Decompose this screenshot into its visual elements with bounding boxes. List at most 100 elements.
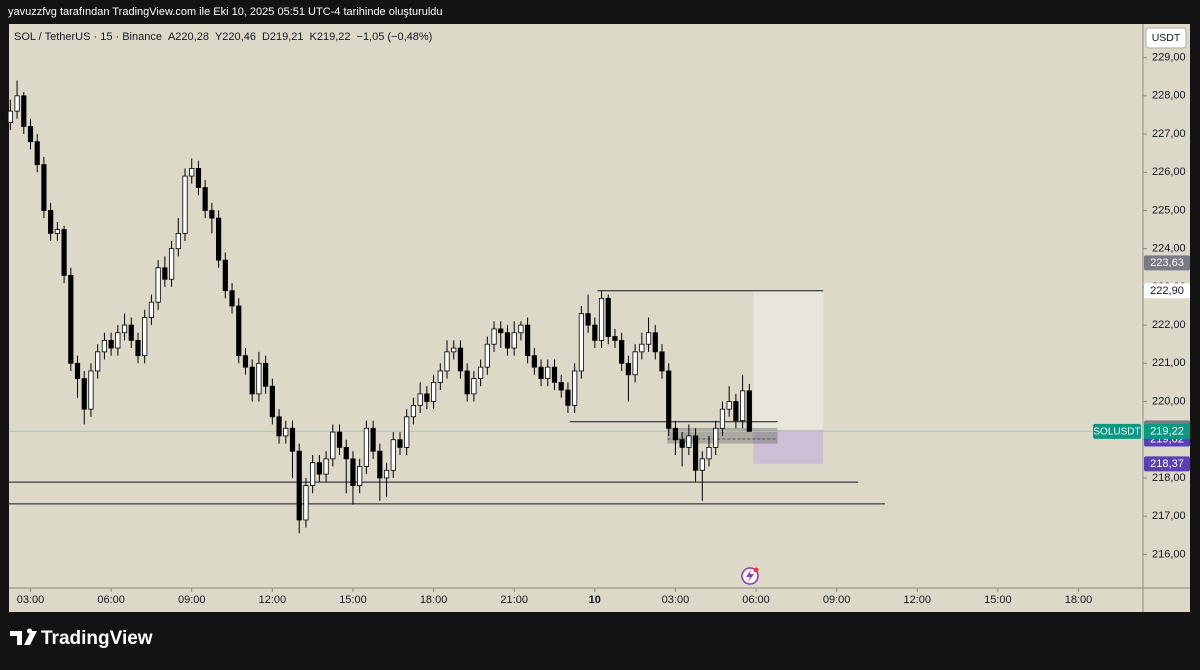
candle-body (195, 168, 202, 188)
candle-body (357, 466, 363, 486)
y-tick-label: 224,00 (1152, 243, 1186, 255)
candle-body (350, 458, 356, 486)
x-tick-label: 12:00 (259, 594, 287, 606)
candle-body (592, 324, 598, 341)
candle-body (672, 427, 679, 441)
candle-body (115, 332, 121, 349)
x-tick-label: 10 (589, 594, 601, 606)
candle-body (269, 385, 275, 418)
x-tick-label: 03:00 (17, 594, 45, 606)
candle-body (135, 339, 141, 357)
x-tick-label: 06:00 (97, 594, 125, 606)
candle-body (142, 317, 148, 357)
candle-body (471, 378, 477, 395)
candle-body (417, 393, 423, 406)
y-tick-label: 228,00 (1152, 90, 1186, 102)
y-tick-label: 217,00 (1152, 510, 1186, 522)
candle-body (397, 439, 403, 448)
alert-icon[interactable] (741, 567, 759, 585)
candle-body (310, 462, 316, 486)
candle-body (444, 351, 450, 372)
candle-body (121, 324, 128, 334)
candle-body (68, 275, 74, 364)
candle-body (256, 362, 262, 395)
candle-body (296, 450, 302, 521)
candle-body (330, 431, 336, 460)
legend-value: A220,28 (168, 31, 209, 43)
x-tick-label: 09:00 (178, 594, 206, 606)
candle-body (343, 446, 349, 460)
y-tick-label: 216,00 (1152, 548, 1186, 560)
price-label-text: 223,63 (1150, 257, 1184, 269)
x-tick-label: 18:00 (420, 594, 448, 606)
candle-body (242, 355, 249, 368)
candle-body (168, 248, 175, 280)
candle-body (48, 210, 54, 234)
price-label-box (1144, 456, 1190, 472)
candle-body (491, 328, 497, 345)
candle-body (538, 366, 544, 380)
candle-body (598, 297, 605, 341)
candle-body (713, 427, 719, 448)
last-price-box (1144, 423, 1190, 439)
candle-body (74, 362, 81, 380)
x-tick-label: 18:00 (1065, 594, 1093, 606)
currency-box[interactable] (1145, 27, 1187, 49)
candle-body (740, 390, 746, 422)
legend: SOL / TetherUS · 15 · Binance A220,28 Y22… (14, 31, 432, 43)
candle-body (370, 427, 376, 452)
y-tick-label: 220,00 (1152, 395, 1186, 407)
candle-body (216, 217, 222, 261)
candle-body (81, 378, 87, 410)
logo-mark (10, 628, 37, 645)
caption: yavuzzfvg tarafından TradingView.com ile… (8, 6, 443, 18)
candle-body (639, 343, 645, 353)
candle-body (54, 229, 60, 234)
candle-body (162, 267, 168, 280)
candle-body (659, 351, 665, 372)
candle-body (27, 126, 34, 143)
currency: USDT (1152, 32, 1181, 44)
candle-body (437, 370, 443, 383)
x-tick-label: 15:00 (984, 594, 1012, 606)
logo-text: TradingView (41, 628, 153, 649)
candle-body (645, 332, 652, 345)
candle-body (390, 439, 396, 471)
candle-body (263, 362, 269, 387)
candle-body (377, 450, 383, 479)
candle-body (612, 336, 618, 341)
candle-body (363, 427, 369, 467)
candle-body (175, 232, 181, 250)
y-tick-label: 226,00 (1152, 166, 1186, 178)
candle-body (565, 389, 571, 406)
candle-body (336, 431, 343, 448)
candle-body (619, 339, 625, 364)
candle-body (686, 435, 692, 448)
candle-body (7, 110, 13, 123)
candle-body (148, 301, 155, 318)
logo[interactable]: TradingView (10, 628, 153, 649)
candle-body (128, 324, 134, 341)
candle-body (410, 404, 417, 418)
candle-body (706, 446, 712, 460)
candle-body (692, 435, 699, 471)
candle-body (719, 408, 726, 429)
icon-dot (753, 567, 759, 573)
zone (753, 429, 824, 464)
legend-value: D219,21 (262, 31, 304, 43)
x-tick-label: 03:00 (662, 594, 690, 606)
x-tick-label: 15:00 (339, 594, 367, 606)
candle-body (101, 339, 107, 353)
candle-body (323, 458, 329, 475)
x-tick-label: 12:00 (904, 594, 932, 606)
symbol-tag: SOLUSDT (1093, 426, 1140, 437)
legend-value: Y220,46 (215, 31, 256, 43)
legend-value: K219,22 (310, 31, 351, 43)
candle-body (478, 366, 484, 380)
y-tick-label: 227,00 (1152, 128, 1186, 140)
icon-bolt (746, 570, 754, 582)
candle-body (733, 401, 739, 422)
candle-body (585, 313, 591, 326)
y-tick-label: 225,00 (1152, 204, 1186, 216)
